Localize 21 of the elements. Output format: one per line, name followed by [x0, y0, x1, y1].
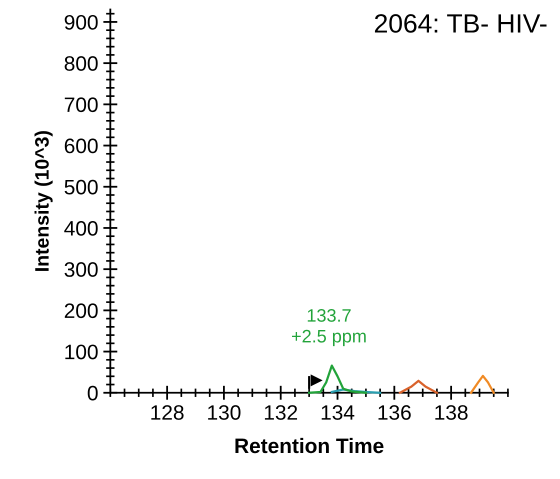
- y-tick-label: 800: [64, 56, 98, 71]
- annotation: 133.7 +2.5 ppm: [292, 309, 366, 346]
- y-tick-label: 700: [64, 97, 98, 112]
- y-tick-label: 500: [64, 180, 98, 195]
- x-tick-label: 136: [378, 405, 411, 420]
- y-tick-label: 300: [64, 262, 98, 277]
- x-tick-label: 130: [208, 405, 240, 420]
- y-tick-label: 200: [64, 303, 98, 318]
- x-axis-title: Retention Time: [235, 438, 384, 454]
- x-tick-label: 138: [435, 405, 468, 420]
- line-series: [308, 364, 368, 394]
- x-tick-label: 132: [264, 405, 298, 420]
- y-axis-title: Intensity (10^3): [34, 131, 53, 271]
- y-tick-label: 0: [88, 386, 98, 401]
- y-tick-label: 400: [64, 220, 98, 236]
- x-tick-label: 128: [151, 405, 184, 420]
- y-tick-label: 900: [64, 14, 98, 30]
- chart-title: 2064: TB- HIV-: [374, 14, 547, 33]
- y-tick-label: 600: [64, 138, 98, 154]
- y-tick-label: 100: [65, 344, 98, 360]
- x-tick-label: 134: [322, 405, 354, 420]
